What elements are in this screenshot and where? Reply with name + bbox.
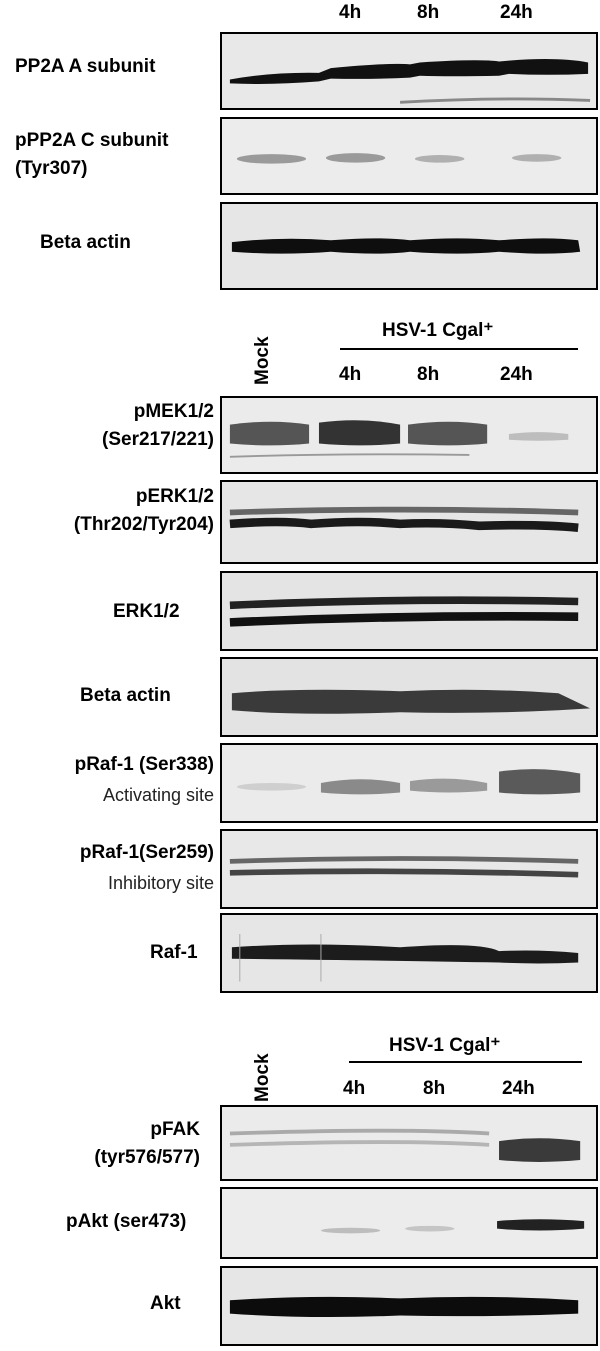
- timepoint-4h: 4h: [343, 1078, 366, 1099]
- group-line: [349, 1061, 582, 1063]
- timepoint-24h: 24h: [502, 1078, 535, 1099]
- timepoint-8h: 8h: [417, 2, 440, 23]
- blot-praf-259: [220, 829, 598, 909]
- row-label: pFAK (tyr576/577): [94, 1119, 200, 1168]
- timepoint-24h: 24h: [500, 364, 533, 385]
- row-label: Raf-1: [150, 942, 198, 963]
- row-label: ERK1/2: [113, 601, 180, 622]
- timepoint-4h: 4h: [339, 364, 362, 385]
- row-label: pRaf-1 (Ser338) Activating site: [74, 754, 214, 805]
- blot-beta-actin-1: [220, 202, 598, 290]
- mock-label: Mock: [252, 1053, 273, 1102]
- row-label: Beta actin: [40, 232, 131, 253]
- row-label: Beta actin: [80, 685, 171, 706]
- timepoint-24h: 24h: [500, 2, 533, 23]
- row-label: pAkt (ser473): [66, 1211, 187, 1232]
- row-label: pRaf-1(Ser259) Inhibitory site: [79, 842, 214, 893]
- blot-pmek: [220, 396, 598, 474]
- blot-beta-actin-2: [220, 657, 598, 737]
- blot-pfak: [220, 1105, 598, 1181]
- row-label: pERK1/2 (Thr202/Tyr204): [73, 486, 214, 535]
- blot-pakt: [220, 1187, 598, 1259]
- row-label: PP2A A subunit: [15, 56, 156, 77]
- group-line: [340, 348, 578, 350]
- row-label: pPP2A C subunit (Tyr307): [15, 130, 169, 179]
- blot-akt: [220, 1266, 598, 1346]
- group-label: HSV-1 Cgal⁺: [389, 1035, 501, 1056]
- blot-erk: [220, 571, 598, 651]
- blot-raf: [220, 913, 598, 993]
- blot-praf-338: [220, 743, 598, 823]
- blot-pp2a-c: [220, 117, 598, 195]
- timepoint-8h: 8h: [423, 1078, 446, 1099]
- timepoint-4h: 4h: [339, 2, 362, 23]
- blot-perk: [220, 480, 598, 564]
- row-label: pMEK1/2 (Ser217/221): [102, 401, 214, 450]
- mock-label: Mock: [252, 336, 273, 385]
- group-label: HSV-1 Cgal⁺: [382, 320, 494, 341]
- blot-pp2a-a: [220, 32, 598, 110]
- timepoint-8h: 8h: [417, 364, 440, 385]
- row-label: Akt: [150, 1293, 181, 1314]
